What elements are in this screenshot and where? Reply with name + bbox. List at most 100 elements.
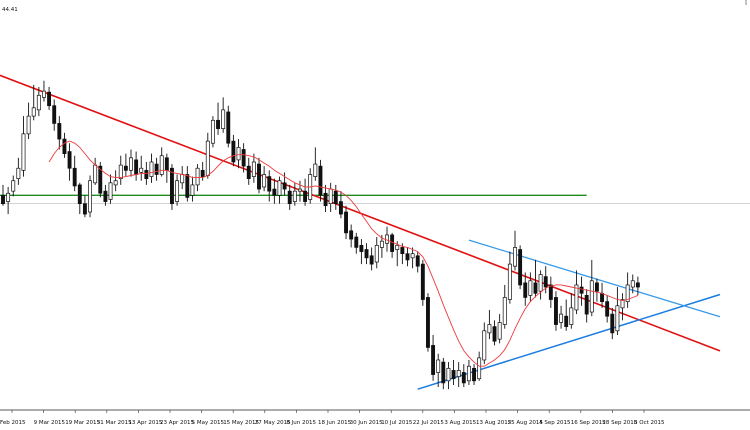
candle-down [461, 372, 466, 384]
upper-resistance-line [468, 239, 721, 318]
x-tick-label: 8 Jun 2015 [286, 420, 316, 426]
candle-down [246, 165, 251, 180]
candle-down [318, 165, 323, 196]
candle-up [313, 163, 318, 177]
candle-up [569, 307, 574, 325]
candle-down [431, 345, 436, 375]
moving-average-line [48, 140, 639, 367]
candle-down [523, 282, 528, 298]
candle-up [292, 190, 297, 202]
candle-down [584, 295, 589, 315]
candle-down [600, 292, 604, 302]
candle-down [420, 263, 425, 300]
x-tick-label: 13 Aug 2015 [476, 420, 512, 426]
candle-up [625, 284, 630, 302]
candle-down [98, 165, 103, 194]
candle-up [379, 240, 384, 248]
x-tick-label: 23 Apr 2015 [160, 420, 195, 426]
candle-up [497, 322, 502, 340]
candle-down [82, 203, 87, 215]
x-tick-label: 31 Mar 2015 [97, 420, 132, 426]
x-tick-label: Feb 2015 [0, 420, 26, 426]
candle-up [16, 167, 21, 180]
candle-up [190, 184, 195, 196]
candle-up [180, 174, 185, 184]
x-tick-label: 16 Sep 2015 [571, 420, 606, 426]
candle-down [518, 249, 523, 286]
candle-up [262, 174, 267, 188]
candle-down [272, 188, 277, 196]
candle-up [385, 234, 389, 244]
x-tick-label: 19 Mar 2015 [65, 420, 100, 426]
candle-up [456, 370, 461, 378]
candle-up [88, 180, 92, 213]
candle-up [205, 140, 210, 176]
candle-up [298, 188, 302, 192]
x-tick-label: 22 Jul 2015 [413, 420, 445, 426]
candle-down [47, 91, 52, 107]
candle-down [144, 169, 149, 180]
candle-up [436, 359, 441, 373]
candle-up [210, 119, 215, 144]
candle-down [564, 315, 569, 327]
x-tick-label: 30 Jun 2015 [350, 420, 384, 426]
x-tick-label: 10 Jul 2015 [381, 420, 413, 426]
candle-down [216, 119, 220, 129]
candle-down [282, 182, 287, 190]
candle-up [6, 192, 11, 202]
candle-up [36, 94, 41, 111]
candle-up [502, 297, 507, 325]
overlay-layer [0, 0, 750, 411]
candle-down [492, 326, 497, 342]
candle-down [164, 157, 169, 171]
candle-up [93, 164, 98, 184]
candle-up [630, 280, 635, 288]
candle-down [185, 174, 190, 198]
x-tick-label: 4 Sep 2015 [539, 420, 571, 426]
candle-up [574, 284, 579, 311]
candle-down [267, 176, 272, 192]
candle-down [134, 159, 139, 175]
candle-down [610, 313, 615, 334]
candle-down [548, 284, 553, 300]
candle-up [477, 357, 482, 380]
candle-down [333, 190, 338, 205]
candle-up [482, 330, 487, 361]
candle-up [11, 180, 16, 192]
candle-up [589, 280, 594, 313]
candle-down [200, 169, 205, 177]
candle-down [287, 190, 292, 205]
candle-up [139, 167, 144, 173]
candle-up [149, 161, 154, 177]
candle-down [241, 149, 246, 167]
header-price-label: 44.41 [2, 7, 18, 13]
x-tick-label: 27 May 2015 [255, 420, 291, 426]
candle-down [231, 140, 236, 163]
candle-down [62, 138, 67, 154]
candle-down [123, 165, 128, 171]
downtrend-line [0, 74, 721, 352]
candle-down [369, 255, 374, 265]
x-tick-label: 15 May 2015 [223, 420, 259, 426]
candle-up [118, 164, 123, 180]
x-tick-label: 13 Apr 2015 [128, 420, 163, 426]
candle-up [277, 180, 282, 196]
candle-down [426, 297, 430, 348]
candle-down [338, 201, 343, 215]
candles-layer [1, 80, 640, 390]
candle-down [441, 361, 446, 384]
candle-down [405, 253, 410, 261]
candle-down [77, 184, 82, 205]
candle-up [195, 167, 200, 186]
candle-down [57, 123, 62, 140]
candle-up [559, 313, 564, 323]
candle-down [344, 211, 348, 234]
candle-down [451, 370, 456, 380]
candle-up [507, 263, 512, 300]
candle-up [620, 299, 625, 309]
x-tick-label: 5 May 2015 [192, 420, 225, 426]
candle-down [594, 282, 599, 292]
candle-down [170, 167, 174, 205]
candle-down [52, 105, 57, 124]
candle-up [466, 365, 471, 382]
